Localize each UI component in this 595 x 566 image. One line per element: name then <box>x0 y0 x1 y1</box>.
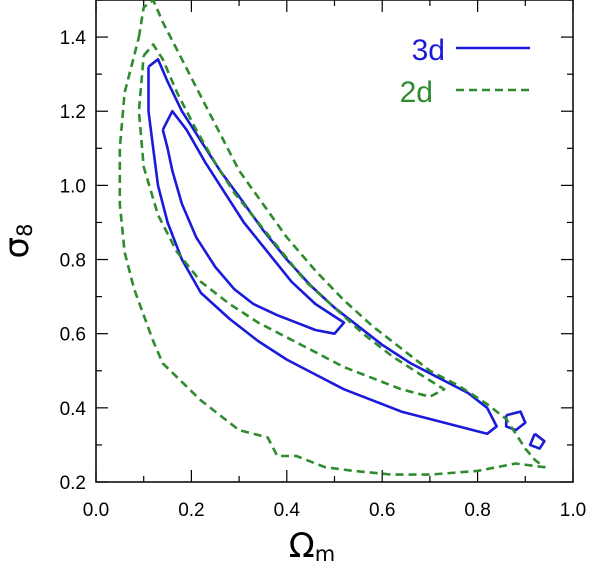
x-tick-label: 0.6 <box>369 500 395 521</box>
x-tick-label: 0.8 <box>464 500 490 521</box>
legend-label-3d: 3d <box>412 34 445 67</box>
y-tick-label: 1.2 <box>60 102 86 123</box>
contour-3d-3 <box>504 410 527 432</box>
y-axis-label-sub: 8 <box>13 224 37 237</box>
y-axis-label: σ8 <box>0 224 37 259</box>
contour-3d-4 <box>528 432 546 450</box>
tick-labels: 0.0 0.2 0.4 0.6 0.8 1.0 0.2 0.4 0.6 0.8 1.0 1.2 1.4 <box>60 28 587 521</box>
contour-3d-2 <box>161 109 346 335</box>
contour-3d-1 <box>147 58 498 436</box>
y-tick-label: 0.4 <box>60 399 87 420</box>
y-tick-label: 1.0 <box>60 176 86 197</box>
axis-ticks <box>95 0 574 483</box>
x-tick-label: 0.4 <box>274 500 301 521</box>
x-tick-label: 0.2 <box>178 500 204 521</box>
x-axis-label: Ωm <box>289 526 335 566</box>
y-tick-label: 0.8 <box>60 251 86 272</box>
legend-label-2d: 2d <box>400 76 433 109</box>
y-axis-label-main: σ <box>0 237 37 259</box>
legend: 3d 2d <box>400 34 530 109</box>
x-tick-label: 1.0 <box>560 500 586 521</box>
x-tick-label: 0.0 <box>83 500 109 521</box>
y-tick-label: 1.4 <box>60 28 87 49</box>
contour-2d-1 <box>118 0 546 476</box>
contour-2d-2 <box>137 43 446 398</box>
contour-lines <box>118 0 546 476</box>
y-tick-label: 0.2 <box>60 473 86 494</box>
y-tick-label: 0.6 <box>60 325 86 346</box>
x-axis-label-sub: m <box>315 542 335 566</box>
x-axis-label-main: Ω <box>289 526 315 566</box>
